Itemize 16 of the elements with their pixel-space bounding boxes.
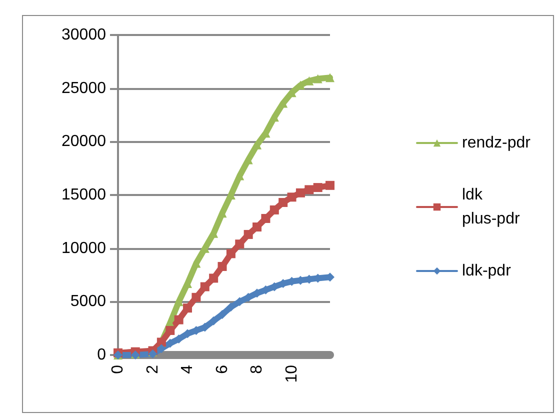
y-tick-label: 30000 [62,26,106,44]
legend-label: rendz-pdr [462,134,532,152]
y-tick-label: 0 [97,346,106,364]
y-tick-label: 15000 [62,186,106,204]
y-tick-label: 5000 [70,293,106,310]
x-tick-label: 10 [283,364,300,383]
x-tick-label: 4 [179,364,196,374]
x-tick-label: 2 [144,364,162,374]
y-tick-label: 20000 [62,133,106,150]
legend-label: ldk plus-pdr [462,186,520,228]
y-tick-label: 25000 [62,80,106,97]
legend-label: ldk-pdr [462,262,512,280]
x-tick-label: 6 [214,364,231,374]
x-tick-label: 8 [248,364,266,374]
y-tick-label: 10000 [62,240,106,257]
x-tick-label: 0 [110,364,126,374]
